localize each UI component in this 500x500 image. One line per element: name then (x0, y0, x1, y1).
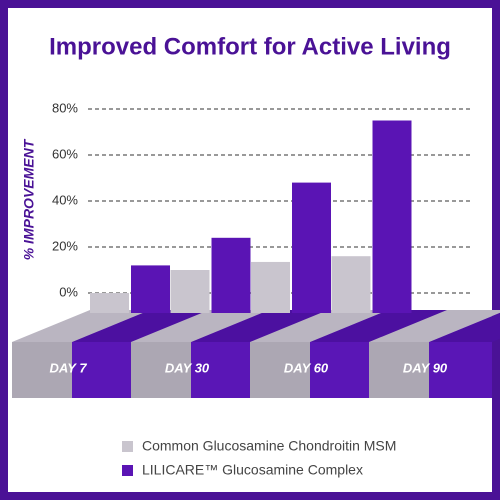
bar (211, 237, 251, 313)
bar (90, 293, 129, 314)
y-tick-label: 80% (52, 100, 78, 115)
bar (251, 261, 290, 313)
y-axis-label: % IMPROVEMENT (21, 138, 37, 260)
y-tick-label: 40% (52, 192, 78, 207)
legend-swatch (122, 441, 133, 452)
y-tick-label: 60% (52, 146, 78, 161)
x-tick-label: DAY 60 (284, 360, 329, 375)
y-tick-label: 0% (59, 284, 78, 299)
x-tick-label: DAY 90 (403, 360, 448, 375)
floor-front (429, 342, 492, 398)
floor-front (250, 342, 310, 398)
legend-swatch (122, 465, 133, 476)
floor-top (72, 310, 210, 342)
x-tick-label: DAY 7 (49, 360, 87, 375)
bar (331, 256, 371, 313)
legend-label: LILICARE™ Glucosamine Complex (142, 462, 363, 478)
bar (292, 182, 331, 313)
bar (131, 265, 170, 313)
floor-top (191, 310, 329, 342)
floor-front (369, 342, 429, 398)
floor-front (310, 342, 370, 398)
floor-front (131, 342, 191, 398)
y-tick-label: 20% (52, 238, 78, 253)
floor-top (369, 310, 500, 342)
x-tick-label: DAY 30 (165, 360, 210, 375)
chart-title: Improved Comfort for Active Living (49, 33, 451, 60)
floor-front (72, 342, 132, 398)
bar (170, 270, 210, 313)
floor-top (131, 310, 269, 342)
bar (372, 120, 412, 313)
floor-top (429, 312, 500, 342)
floor-front (12, 342, 72, 398)
floor-front (191, 342, 251, 398)
floor-top (12, 310, 150, 342)
floor-top (310, 310, 448, 342)
floor-top (250, 310, 388, 342)
legend-label: Common Glucosamine Chondroitin MSM (142, 438, 396, 454)
